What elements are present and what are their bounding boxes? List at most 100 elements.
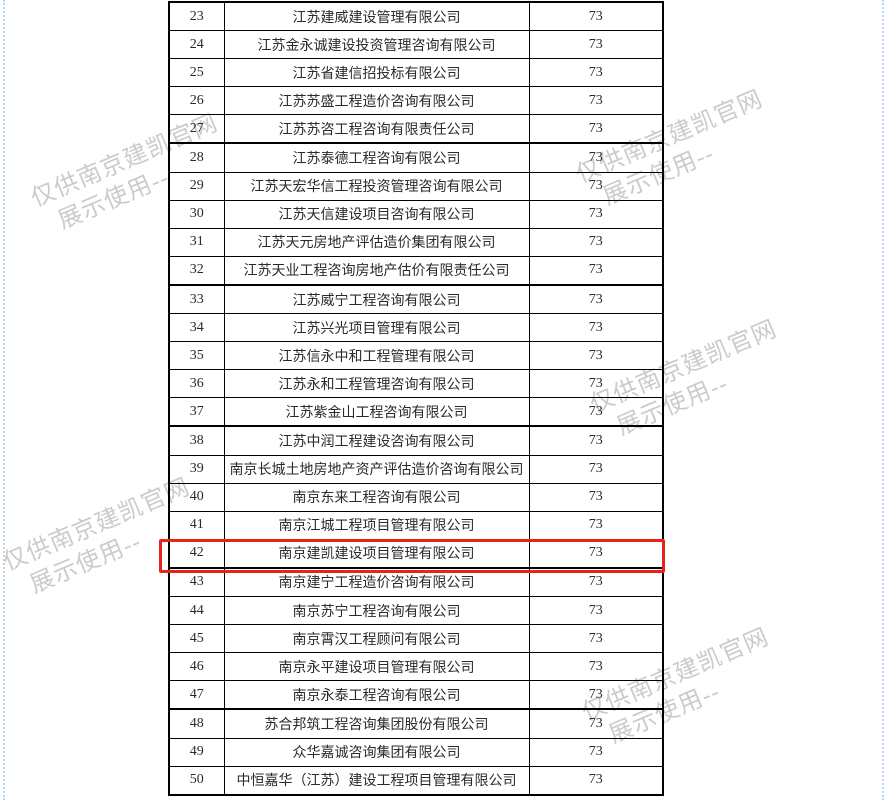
cell-score: 73 xyxy=(528,737,664,767)
cell-company: 江苏威宁工程咨询有限公司 xyxy=(223,283,530,315)
table-row: 30 江苏天信建设项目咨询有限公司 73 xyxy=(168,199,664,229)
cell-rank: 33 xyxy=(168,283,225,315)
cell-company: 江苏天业工程咨询房地产估价有限责任公司 xyxy=(223,255,530,286)
cell-score: 73 xyxy=(528,369,664,399)
cell-company: 江苏信永中和工程管理有限公司 xyxy=(223,341,530,371)
cell-score: 73 xyxy=(528,114,664,144)
cell-rank: 44 xyxy=(168,596,225,626)
cell-rank: 45 xyxy=(168,624,225,654)
table-row: 38 江苏中润工程建设咨询有限公司 73 xyxy=(168,425,664,456)
cell-rank: 27 xyxy=(168,114,225,144)
cell-score: 73 xyxy=(528,596,664,626)
cell-company: 江苏建威建设管理有限公司 xyxy=(223,1,530,32)
cell-rank: 37 xyxy=(168,397,225,427)
cell-rank: 34 xyxy=(168,313,225,343)
cell-score: 73 xyxy=(528,255,664,286)
table-row: 45 南京霄汉工程顾问有限公司 73 xyxy=(168,624,664,654)
cell-rank: 26 xyxy=(168,86,225,116)
cell-company: 南京建凯建设项目管理有限公司 xyxy=(223,538,530,569)
cell-score: 73 xyxy=(528,538,664,569)
table-row: 28 江苏泰德工程咨询有限公司 73 xyxy=(168,142,664,173)
cell-score: 73 xyxy=(528,1,664,32)
table-row: 44 南京苏宁工程咨询有限公司 73 xyxy=(168,596,664,626)
cell-score: 73 xyxy=(528,566,664,598)
cell-score: 73 xyxy=(528,454,664,484)
cell-rank: 30 xyxy=(168,199,225,229)
cell-company: 江苏金永诚建设投资管理咨询有限公司 xyxy=(223,30,530,60)
cell-rank: 49 xyxy=(168,737,225,767)
cell-company: 江苏天信建设项目咨询有限公司 xyxy=(223,199,530,229)
cell-score: 73 xyxy=(528,171,664,201)
cell-score: 73 xyxy=(528,708,664,739)
table-row: 27 江苏苏咨工程咨询有限责任公司 73 xyxy=(168,114,664,144)
cell-score: 73 xyxy=(528,30,664,60)
cell-rank: 40 xyxy=(168,482,225,512)
cell-score: 73 xyxy=(528,341,664,371)
cell-company: 南京永泰工程咨询有限公司 xyxy=(223,680,530,710)
table-row: 46 南京永平建设项目管理有限公司 73 xyxy=(168,652,664,682)
cell-score: 73 xyxy=(528,313,664,343)
table-row: 35 江苏信永中和工程管理有限公司 73 xyxy=(168,341,664,371)
table-row: 24 江苏金永诚建设投资管理咨询有限公司 73 xyxy=(168,30,664,60)
cell-rank: 50 xyxy=(168,765,225,796)
cell-rank: 41 xyxy=(168,510,225,540)
cell-company: 南京霄汉工程顾问有限公司 xyxy=(223,624,530,654)
cell-company: 江苏苏咨工程咨询有限责任公司 xyxy=(223,114,530,144)
table-row: 40 南京东来工程咨询有限公司 73 xyxy=(168,482,664,512)
cell-rank: 35 xyxy=(168,341,225,371)
cell-score: 73 xyxy=(528,425,664,456)
table-row: 33 江苏威宁工程咨询有限公司 73 xyxy=(168,283,664,315)
ranking-table-body: 23 江苏建威建设管理有限公司 73 24 江苏金永诚建设投资管理咨询有限公司 73 25 江… xyxy=(168,1,664,796)
cell-score: 73 xyxy=(528,58,664,88)
table-row: 31 江苏天元房地产评估造价集团有限公司 73 xyxy=(168,227,664,257)
cell-score: 73 xyxy=(528,482,664,512)
table-row: 42 南京建凯建设项目管理有限公司 73 xyxy=(168,538,664,569)
page-boundary-right-line xyxy=(882,0,884,800)
cell-score: 73 xyxy=(528,227,664,257)
table-row: 41 南京江城工程项目管理有限公司 73 xyxy=(168,510,664,540)
table-row: 43 南京建宁工程造价咨询有限公司 73 xyxy=(168,566,664,598)
cell-rank: 38 xyxy=(168,425,225,456)
cell-company: 江苏苏盛工程造价咨询有限公司 xyxy=(223,86,530,116)
cell-score: 73 xyxy=(528,283,664,315)
table-row: 50 中恒嘉华（江苏）建设工程项目管理有限公司 73 xyxy=(168,765,664,796)
cell-company: 南京长城土地房地产资产评估造价咨询有限公司 xyxy=(223,454,530,484)
cell-rank: 39 xyxy=(168,454,225,484)
cell-company: 江苏中润工程建设咨询有限公司 xyxy=(223,425,530,456)
table-row: 48 苏合邦筑工程咨询集团股份有限公司 73 xyxy=(168,708,664,739)
cell-company: 江苏泰德工程咨询有限公司 xyxy=(223,142,530,173)
cell-score: 73 xyxy=(528,680,664,710)
cell-score: 73 xyxy=(528,624,664,654)
page-boundary-left-line xyxy=(3,0,5,800)
cell-company: 南京江城工程项目管理有限公司 xyxy=(223,510,530,540)
cell-company: 众华嘉诚咨询集团有限公司 xyxy=(223,737,530,767)
table-row: 47 南京永泰工程咨询有限公司 73 xyxy=(168,680,664,710)
cell-score: 73 xyxy=(528,199,664,229)
cell-rank: 36 xyxy=(168,369,225,399)
cell-rank: 31 xyxy=(168,227,225,257)
table-row: 37 江苏紫金山工程咨询有限公司 73 xyxy=(168,397,664,427)
cell-rank: 32 xyxy=(168,255,225,286)
cell-company: 南京建宁工程造价咨询有限公司 xyxy=(223,566,530,598)
cell-rank: 47 xyxy=(168,680,225,710)
cell-company: 江苏兴光项目管理有限公司 xyxy=(223,313,530,343)
cell-company: 南京东来工程咨询有限公司 xyxy=(223,482,530,512)
table-row: 29 江苏天宏华信工程投资管理咨询有限公司 73 xyxy=(168,171,664,201)
cell-rank: 24 xyxy=(168,30,225,60)
table-row: 32 江苏天业工程咨询房地产估价有限责任公司 73 xyxy=(168,255,664,286)
cell-rank: 48 xyxy=(168,708,225,739)
table-row: 39 南京长城土地房地产资产评估造价咨询有限公司 73 xyxy=(168,454,664,484)
cell-company: 江苏天元房地产评估造价集团有限公司 xyxy=(223,227,530,257)
ranking-table: 23 江苏建威建设管理有限公司 73 24 江苏金永诚建设投资管理咨询有限公司 73 25 江… xyxy=(168,1,664,796)
table-row: 25 江苏省建信招投标有限公司 73 xyxy=(168,58,664,88)
cell-rank: 43 xyxy=(168,566,225,598)
cell-rank: 28 xyxy=(168,142,225,173)
cell-company: 江苏省建信招投标有限公司 xyxy=(223,58,530,88)
cell-company: 江苏紫金山工程咨询有限公司 xyxy=(223,397,530,427)
cell-company: 江苏天宏华信工程投资管理咨询有限公司 xyxy=(223,171,530,201)
cell-company: 南京永平建设项目管理有限公司 xyxy=(223,652,530,682)
cell-rank: 29 xyxy=(168,171,225,201)
table-row: 36 江苏永和工程管理咨询有限公司 73 xyxy=(168,369,664,399)
cell-rank: 23 xyxy=(168,1,225,32)
